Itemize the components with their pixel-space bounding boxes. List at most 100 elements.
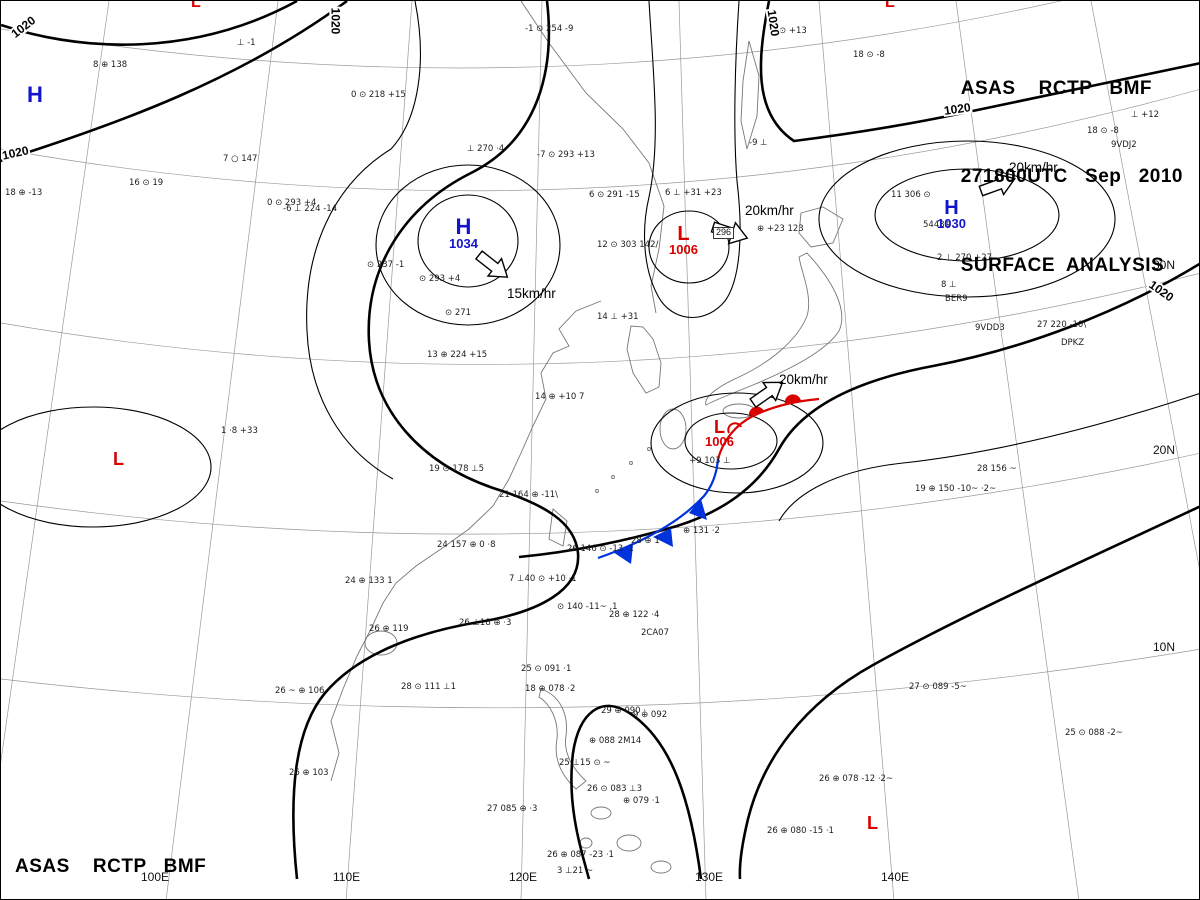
wind-speed-label: 15km/hr bbox=[507, 286, 556, 301]
coastlines bbox=[330, 1, 844, 874]
pressure-value: 1006 bbox=[669, 242, 698, 257]
station-plot: 28 ⊕ 1 bbox=[631, 536, 660, 546]
isobar-label: 1020 bbox=[328, 6, 343, 36]
station-plot: ⊕ 131 ⋅2 bbox=[683, 526, 720, 536]
pressure-letter: H bbox=[944, 197, 959, 219]
longitude-label: 100E bbox=[141, 870, 170, 884]
station-plot: 26 ~ ⊕ 106 bbox=[275, 686, 325, 696]
longitude-label: 110E bbox=[333, 870, 361, 884]
station-plot: 27 085 ⊕ ⋅3 bbox=[487, 804, 538, 814]
warm-front-line bbox=[716, 397, 820, 460]
station-plot: 26 ⊙ 083 ⊥3 bbox=[587, 784, 643, 794]
station-plot: 27 ⊙ 089 -5~ bbox=[909, 682, 967, 692]
pressure-system: L bbox=[113, 449, 124, 469]
station-plot: 9VDD3 bbox=[975, 323, 1005, 333]
station-plot: 26 ⊕ 087 -23 ⋅1 bbox=[547, 850, 614, 860]
station-plot: ⊕ 088 2M14 bbox=[589, 736, 642, 746]
station-plot: ⊥ -1 bbox=[237, 38, 256, 48]
cold-front-pips bbox=[613, 499, 707, 564]
pressure-value: 1006 bbox=[705, 434, 734, 450]
station-plot: 21 164 ⊕ -11\ bbox=[499, 490, 559, 500]
isobars bbox=[1, 1, 1199, 880]
station-plot: -1 ⊙ 254 -9 bbox=[525, 24, 574, 34]
station-plot: 3 ⊥21 ~ bbox=[557, 866, 594, 876]
station-plot: -7 ⊙ 293 +13 bbox=[537, 150, 595, 160]
station-plot: 11 306 ⊙ bbox=[891, 190, 931, 200]
station-plot: 19 ⊙ 178 ⊥5 bbox=[429, 464, 485, 474]
station-plot: 2CA07 bbox=[641, 628, 669, 638]
station-plot: 19 ⊕ 150 -10~ ⋅2~ bbox=[915, 484, 997, 494]
isobar-label: 1020 bbox=[764, 7, 783, 39]
station-plot: 18 ⊙ -8 bbox=[1087, 126, 1119, 136]
station-plot: 24 157 ⊕ 0 ⋅8 bbox=[437, 540, 496, 550]
station-plot: +9 103 ⊥ bbox=[689, 456, 731, 466]
station-plot: 16 ⊙ 19 bbox=[129, 178, 164, 188]
longitude-label: 140E bbox=[881, 870, 910, 884]
pressure-system: L 1006 bbox=[669, 223, 698, 257]
pressure-letter: L bbox=[867, 813, 878, 833]
station-plot: 18 ⊙ -8 bbox=[853, 50, 885, 60]
station-plot: 25 ⊥15 ⊙ ~ bbox=[559, 758, 611, 768]
station-plot: 6 ⊙ 291 -15 bbox=[589, 190, 640, 200]
station-plot: 25 ⊙ 088 -2~ bbox=[1065, 728, 1123, 738]
station-plot: ⊙ 293 +4 bbox=[419, 274, 461, 284]
station-plot: 26 ⊕ 119 bbox=[369, 624, 409, 634]
station-plot: 9 ⊕ 092 bbox=[633, 710, 668, 720]
station-plot: 28 156 ~ bbox=[977, 464, 1017, 474]
station-plot: ⊥ 270 ⋅4 bbox=[467, 144, 505, 154]
pressure-letter: L bbox=[113, 449, 124, 469]
station-plot: 8 ⊥ bbox=[941, 280, 957, 290]
pressure-system: H 1030 bbox=[937, 197, 966, 231]
station-plot: 26 ⊥18 ⊕ ⋅3 bbox=[459, 618, 512, 628]
pressure-system: L bbox=[191, 0, 201, 11]
title-line-3: SURFACE ANALYSIS bbox=[960, 254, 1165, 276]
station-plot: ⊙ 271 bbox=[445, 308, 472, 318]
title-block-top-right: ASAS RCTP BMF 271800UTC Sep 2010 SURFACE… bbox=[961, 15, 1183, 339]
station-plot: 26 ⊕ 078 -12 ⋅2~ bbox=[819, 774, 894, 784]
ship-id-box: 296 bbox=[713, 227, 735, 239]
latitude-label: 30N bbox=[1153, 258, 1176, 272]
pressure-system: L 1006 bbox=[705, 418, 734, 450]
wind-speed-label: 20km/hr bbox=[745, 203, 794, 218]
pressure-letter: H bbox=[27, 82, 43, 107]
warm-front-pips bbox=[748, 394, 801, 416]
wind-arrows bbox=[474, 172, 1016, 409]
pressure-system: L bbox=[867, 813, 878, 833]
station-plot: 28 ⊙ 111 ⊥1 bbox=[401, 682, 457, 692]
title-line-1: ASAS RCTP BMF bbox=[960, 77, 1153, 99]
pressure-letter: L bbox=[191, 0, 201, 11]
latitude-label: 20N bbox=[1153, 443, 1176, 457]
station-plot: 9VDJ2 bbox=[1111, 140, 1137, 150]
station-plot: DPKZ bbox=[1061, 338, 1085, 348]
station-plot: 12 ⊙ 303 142/ bbox=[597, 240, 659, 250]
title-line-1: ASAS RCTP BMF bbox=[15, 855, 207, 877]
station-plot: 8 ⊕ 138 bbox=[93, 60, 128, 70]
station-plot: 18 ⊕ 078 ⋅2 bbox=[525, 684, 576, 694]
pressure-value: 1030 bbox=[937, 216, 966, 231]
pressure-letter: H bbox=[455, 214, 472, 239]
station-plot: ⊙ 140 -11~ ,1 bbox=[557, 602, 618, 612]
station-plot: BER9 bbox=[945, 294, 968, 304]
station-plot: ⊙ +13 bbox=[779, 26, 807, 36]
station-plot: 1 ⋅8 +33 bbox=[221, 426, 258, 436]
station-plot: -6 ⊥ 224 -14 bbox=[283, 204, 338, 214]
station-plot: 14 ⊕ +10 7 bbox=[535, 392, 585, 402]
pressure-system: H 1034 bbox=[449, 214, 478, 251]
wind-speed-label: 20km/hr bbox=[1009, 160, 1058, 175]
cold-front-line bbox=[597, 458, 720, 560]
station-plot: 5443$ bbox=[923, 220, 951, 230]
station-plot: -9 ⊥ bbox=[749, 138, 768, 148]
station-plot: 7 ○ 147 bbox=[223, 154, 258, 164]
station-plot: 0 ⊙ 293 +4 bbox=[267, 198, 317, 208]
station-plot: 26 146 ⊙ -13 ⋅1 bbox=[567, 544, 634, 554]
station-plot: 2 ⊥ 270 +27 bbox=[937, 253, 993, 263]
station-plot: 27 220 -10\ bbox=[1037, 320, 1087, 330]
pressure-letter: L bbox=[677, 223, 690, 245]
pressure-value: 1034 bbox=[449, 235, 478, 251]
station-plot: 18 ⊕ -13 bbox=[5, 188, 43, 198]
station-plot: 6 ⊥ +31 +23 bbox=[665, 188, 722, 198]
station-plot: 26 ⊕ 080 -15 ⋅1 bbox=[767, 826, 834, 836]
station-plot: 0 ⊙ 218 +15 bbox=[351, 90, 406, 100]
